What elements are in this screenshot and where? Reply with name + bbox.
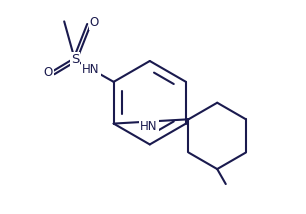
Text: HN: HN bbox=[140, 120, 158, 133]
Text: O: O bbox=[90, 16, 99, 29]
Text: O: O bbox=[43, 66, 53, 79]
Text: HN: HN bbox=[82, 63, 100, 76]
Text: S: S bbox=[71, 54, 79, 66]
